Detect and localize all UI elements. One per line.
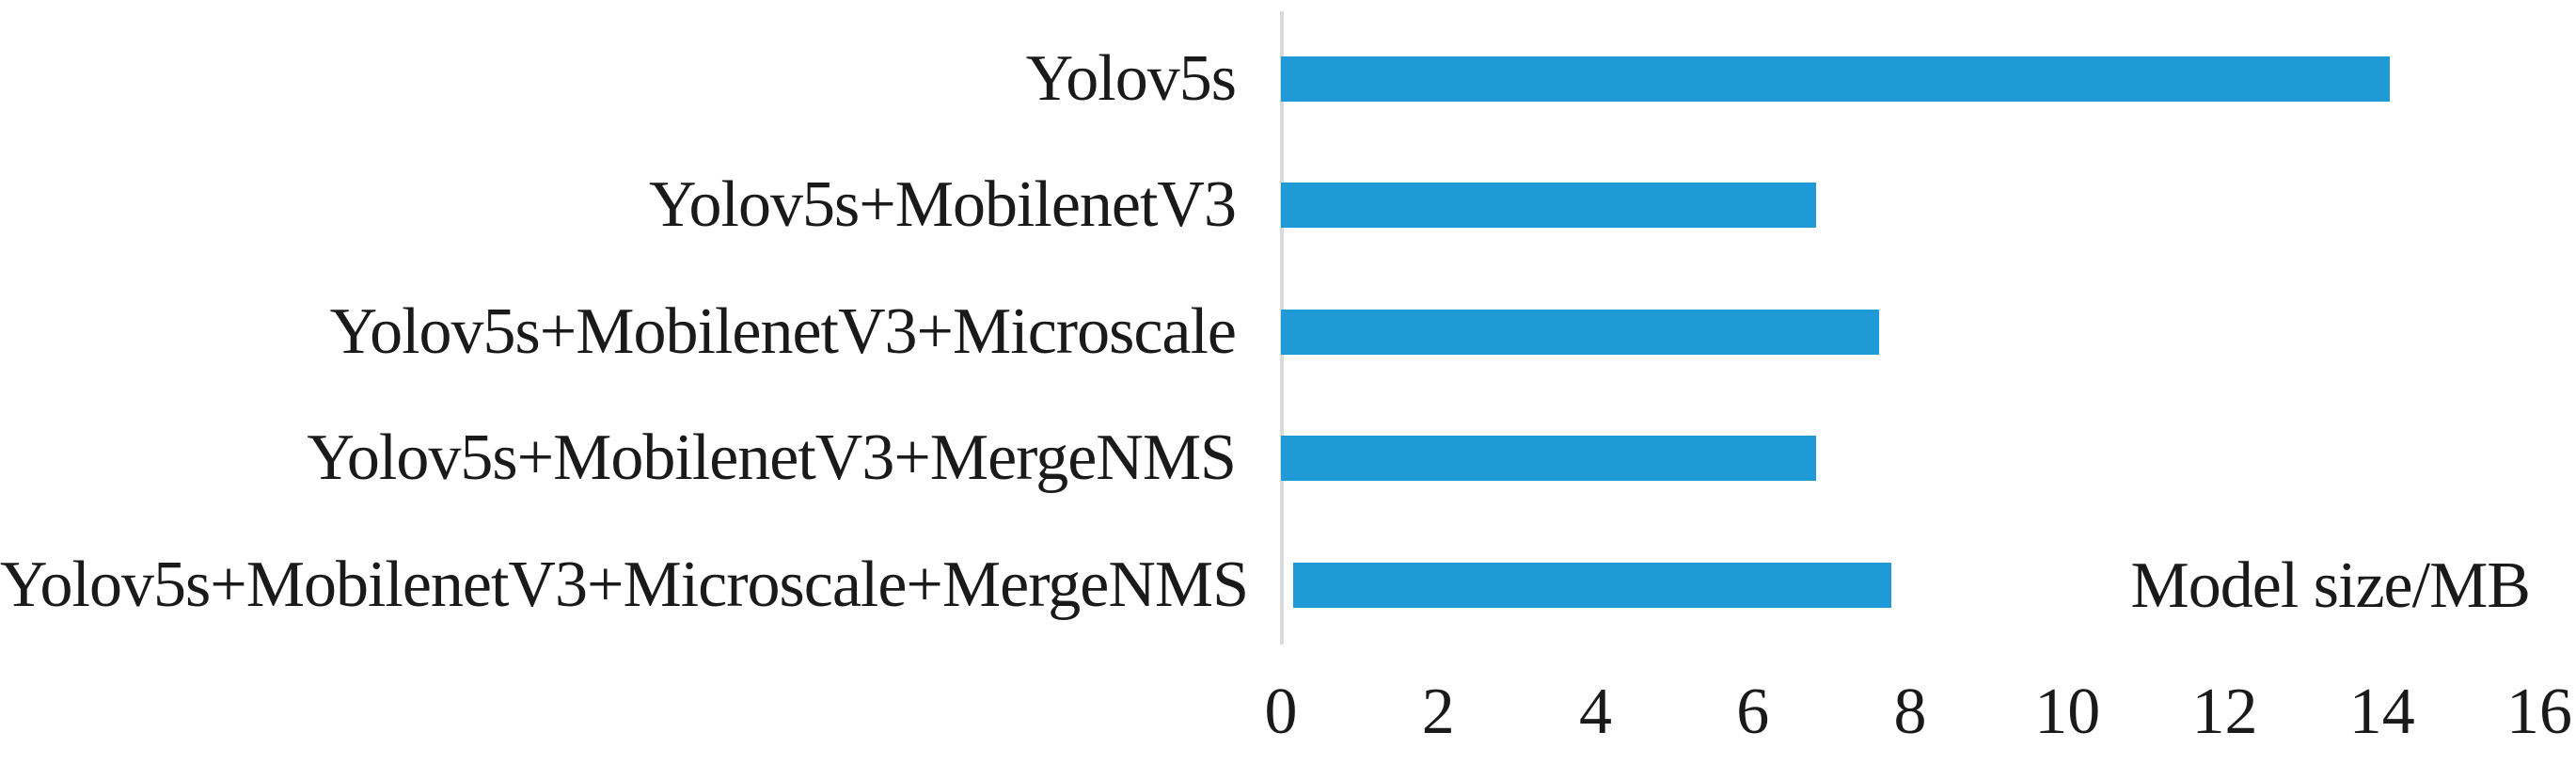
category-label: Yolov5s+MobilenetV3 bbox=[649, 168, 1237, 242]
bar bbox=[1281, 183, 1816, 229]
x-tick-label: 12 bbox=[2191, 676, 2258, 748]
x-tick-label: 4 bbox=[1579, 676, 1612, 748]
bar bbox=[1281, 309, 1879, 355]
category-label: Yolov5s+MobilenetV3+MergeNMS bbox=[307, 422, 1237, 495]
chart-row: Yolov5s+MobilenetV3+Microscale+MergeNMS bbox=[0, 527, 2576, 644]
chart-row: Yolov5s+MobilenetV3 bbox=[0, 147, 2576, 263]
chart-row: Yolov5s+MobilenetV3+MergeNMS bbox=[0, 400, 2576, 517]
bar bbox=[1281, 436, 1816, 482]
bar bbox=[1293, 562, 1891, 608]
x-axis-ticks: 0 2 4 6 8 10 12 14 16 bbox=[0, 679, 2576, 755]
x-tick-label: 0 bbox=[1264, 676, 1298, 748]
x-tick-label: 2 bbox=[1421, 676, 1455, 748]
x-tick-label: 16 bbox=[2506, 676, 2572, 748]
x-axis-label: Model size/MB bbox=[2130, 549, 2531, 622]
category-label: Yolov5s bbox=[1025, 42, 1237, 115]
category-label: Yolov5s+MobilenetV3+Microscale+MergeNMS bbox=[0, 548, 1249, 621]
x-tick-label: 14 bbox=[2348, 676, 2415, 748]
bar bbox=[1281, 56, 2391, 102]
x-tick-label: 10 bbox=[2034, 676, 2101, 748]
chart-row: Yolov5s bbox=[0, 21, 2576, 137]
chart-row: Yolov5s+MobilenetV3+Microscale bbox=[0, 274, 2576, 390]
x-tick-label: 8 bbox=[1893, 676, 1927, 748]
x-tick-label: 6 bbox=[1736, 676, 1770, 748]
category-label: Yolov5s+MobilenetV3+Microscale bbox=[329, 294, 1237, 368]
